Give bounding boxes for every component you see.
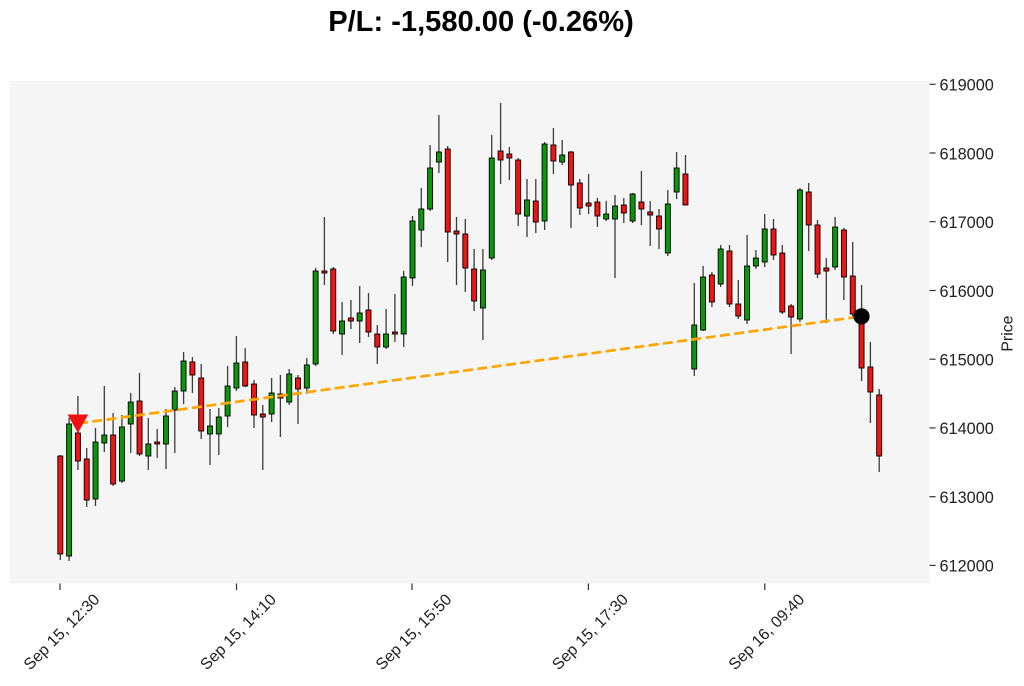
svg-text:P/L: -1,580.00 (-0.26%): P/L: -1,580.00 (-0.26%) (328, 6, 634, 38)
svg-text:618000: 618000 (940, 145, 994, 163)
svg-text:Sep 15, 12:30: Sep 15, 12:30 (21, 591, 104, 674)
svg-text:614000: 614000 (940, 420, 994, 438)
svg-text:617000: 617000 (940, 214, 994, 232)
svg-text:Price: Price (1000, 315, 1017, 351)
svg-text:619000: 619000 (940, 77, 994, 95)
svg-text:613000: 613000 (940, 489, 994, 507)
svg-text:Sep 15, 14:10: Sep 15, 14:10 (197, 591, 280, 674)
svg-text:616000: 616000 (940, 283, 994, 301)
svg-text:612000: 612000 (940, 558, 994, 576)
svg-text:Sep 15, 15:50: Sep 15, 15:50 (373, 591, 456, 674)
svg-text:Sep 15, 17:30: Sep 15, 17:30 (549, 591, 632, 674)
svg-text:Sep 16, 09:40: Sep 16, 09:40 (726, 591, 809, 674)
svg-text:615000: 615000 (940, 352, 994, 370)
